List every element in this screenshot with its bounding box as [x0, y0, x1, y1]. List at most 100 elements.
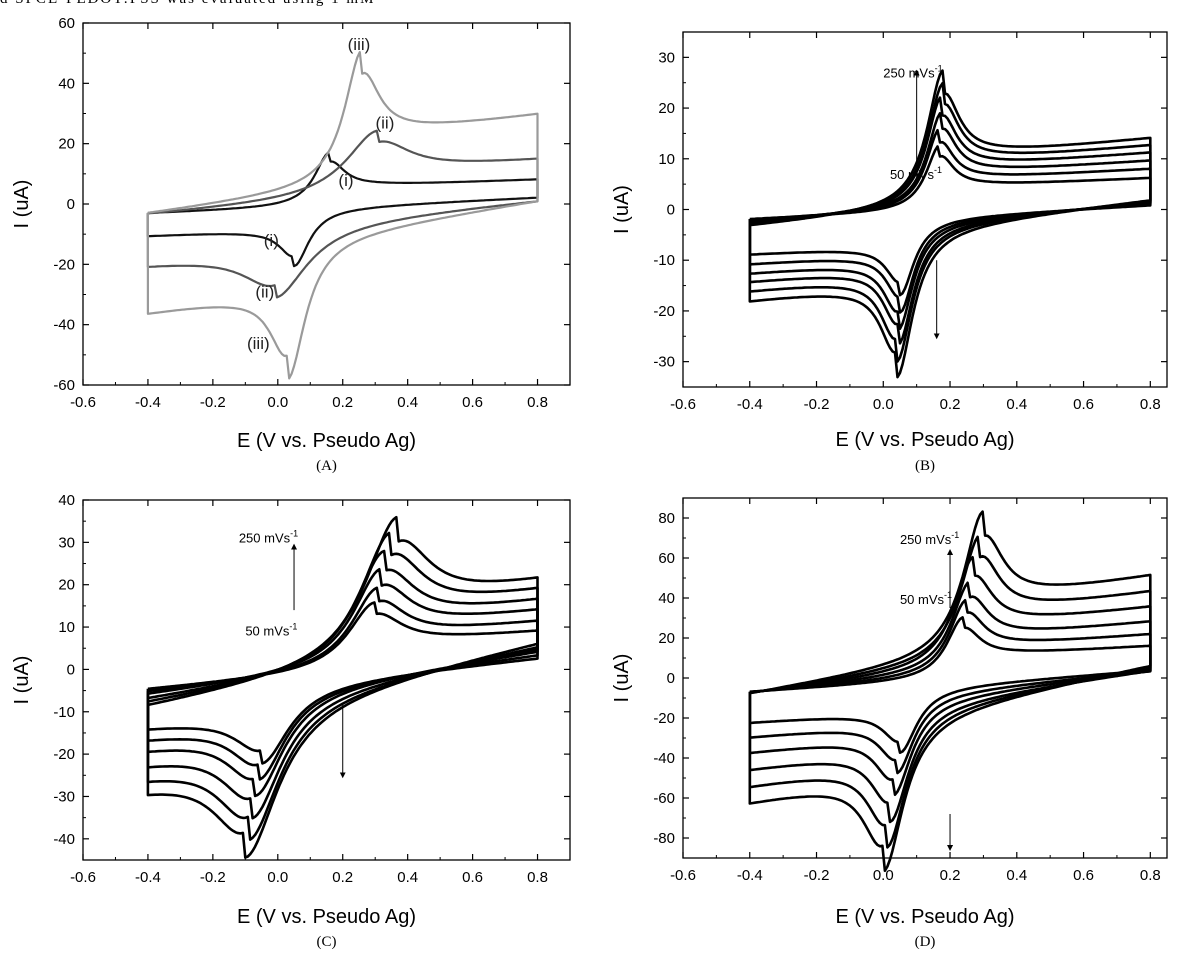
scan-rate-low-label: 50 mVs-1: [900, 590, 952, 607]
y-tick-label: -20: [53, 256, 75, 273]
y-tick-label: 40: [58, 492, 75, 509]
chart-panel-c: -0.6 -0.4 -0.2 0.0 0.2 0.4 0.6 0.8 -40 -30 -20 -10 0…: [11, 492, 571, 950]
x-tick-label: -0.4: [135, 394, 161, 411]
cv-series-4: [748, 556, 1152, 824]
y-tick-label: -10: [653, 252, 675, 269]
series-annotation: (i): [338, 171, 353, 190]
x-tick-label: 0.6: [1073, 396, 1094, 413]
cv-series-6: [748, 510, 1152, 872]
chart-panel-a: -0.6 -0.4 -0.2 0.0 0.2 0.4 0.6 0.8 -60 -40 -20 0 20 4…: [11, 15, 571, 474]
x-axis-label: E (V vs. Pseudo Ag): [237, 906, 416, 928]
y-tick-label: 20: [58, 136, 75, 153]
y-tick-label: 40: [658, 590, 675, 607]
series-annotation: (i): [264, 231, 279, 250]
y-tick-label: 20: [658, 100, 675, 117]
y-axis-label: I (uA): [11, 656, 33, 705]
scan-rate-high-label: 250 mVs-1: [239, 528, 298, 545]
chart-panel-d: -0.6 -0.4 -0.2 0.0 0.2 0.4 0.6 0.8 -80 -60 -40 -20 0…: [611, 497, 1168, 950]
x-tick-label: -0.4: [135, 869, 161, 886]
x-tick-label: 0.6: [462, 869, 483, 886]
x-tick-label: 0.8: [527, 869, 548, 886]
y-tick-label: -20: [653, 303, 675, 320]
x-tick-label: -0.4: [737, 867, 763, 884]
x-tick-label: 0.2: [332, 394, 353, 411]
x-tick-label: 0.2: [940, 396, 961, 413]
series-annotation: (iii): [247, 334, 270, 353]
series-annotation: (ii): [375, 114, 394, 133]
y-tick-label: 10: [58, 619, 75, 636]
panel-caption: (D): [915, 934, 936, 950]
y-tick-label: -40: [53, 317, 75, 334]
cv-series-6: [748, 69, 1152, 379]
y-tick-label: 80: [658, 510, 675, 527]
y-tick-label: -40: [653, 750, 675, 767]
scan-rate-high-label: 250 mVs-1: [883, 64, 942, 81]
x-tick-label: 0.2: [940, 867, 961, 884]
panel-caption: (A): [316, 458, 337, 474]
x-axis-label: E (V vs. Pseudo Ag): [836, 429, 1015, 451]
plot-frame: [82, 499, 571, 861]
x-tick-label: 0.2: [332, 869, 353, 886]
x-tick-label: -0.6: [70, 394, 96, 411]
chart-panel-b: -0.6 -0.4 -0.2 0.0 0.2 0.4 0.6 0.8 -30 -20 -10 0 10 2…: [611, 31, 1168, 474]
y-tick-label: 0: [667, 202, 675, 219]
x-tick-label: -0.2: [804, 396, 830, 413]
x-tick-label: 0.8: [1140, 867, 1161, 884]
x-tick-label: 0.8: [1140, 396, 1161, 413]
y-tick-label: -30: [53, 788, 75, 805]
y-tick-label: -20: [653, 710, 675, 727]
x-tick-label: 0.4: [1006, 867, 1027, 884]
panel-caption: (B): [915, 458, 935, 474]
x-tick-label: 0.0: [267, 869, 288, 886]
y-tick-label: -40: [53, 831, 75, 848]
cv-series-6: [146, 515, 539, 859]
y-tick-label: 40: [58, 75, 75, 92]
y-tick-label: -60: [53, 377, 75, 394]
scan-rate-low-label: 50 mVs-1: [245, 622, 297, 639]
x-tick-label: 0.4: [397, 394, 418, 411]
y-tick-label: 20: [658, 630, 675, 647]
y-tick-label: -30: [653, 354, 675, 371]
page-text-fragment: d SPCE-PEDOT:PSS was evaluated using 1 m…: [0, 0, 375, 8]
plot-frame: [82, 22, 571, 386]
y-tick-label: 20: [58, 577, 75, 594]
y-axis-label: I (uA): [611, 654, 633, 703]
y-tick-label: -20: [53, 746, 75, 763]
y-tick-label: 0: [667, 670, 675, 687]
x-tick-label: 0.6: [462, 394, 483, 411]
x-tick-label: -0.2: [200, 394, 226, 411]
y-axis-label: I (uA): [11, 180, 33, 229]
y-tick-label: 0: [67, 196, 75, 213]
series-annotation: (ii): [255, 283, 274, 302]
y-tick-label: 60: [58, 15, 75, 32]
x-tick-label: -0.4: [737, 396, 763, 413]
x-tick-label: -0.6: [70, 869, 96, 886]
scan-rate-low-label: 50 mVs-1: [890, 165, 942, 182]
x-tick-label: -0.2: [804, 867, 830, 884]
x-tick-label: 0.8: [527, 394, 548, 411]
y-tick-label: -60: [653, 790, 675, 807]
y-tick-label: 0: [67, 661, 75, 678]
scan-rate-high-label: 250 mVs-1: [900, 530, 959, 547]
x-tick-label: 0.4: [397, 869, 418, 886]
x-axis-label: E (V vs. Pseudo Ag): [237, 430, 416, 452]
series-annotation: (iii): [348, 35, 371, 54]
panel-caption: (C): [317, 934, 337, 950]
x-tick-label: -0.2: [200, 869, 226, 886]
cv-series-1: [748, 145, 1152, 297]
x-axis-label: E (V vs. Pseudo Ag): [836, 906, 1015, 928]
x-tick-label: 0.0: [873, 867, 894, 884]
y-tick-label: 30: [658, 49, 675, 66]
y-axis-label: I (uA): [611, 185, 633, 234]
x-tick-label: 0.4: [1006, 396, 1027, 413]
x-tick-label: -0.6: [670, 396, 696, 413]
y-tick-label: 10: [658, 151, 675, 168]
y-tick-label: -10: [53, 704, 75, 721]
cv-series-3: [146, 51, 539, 380]
x-tick-label: 0.0: [267, 394, 288, 411]
x-tick-label: 0.0: [873, 396, 894, 413]
y-tick-label: 60: [658, 550, 675, 567]
y-tick-label: 30: [58, 534, 75, 551]
cv-series-5: [748, 535, 1152, 849]
